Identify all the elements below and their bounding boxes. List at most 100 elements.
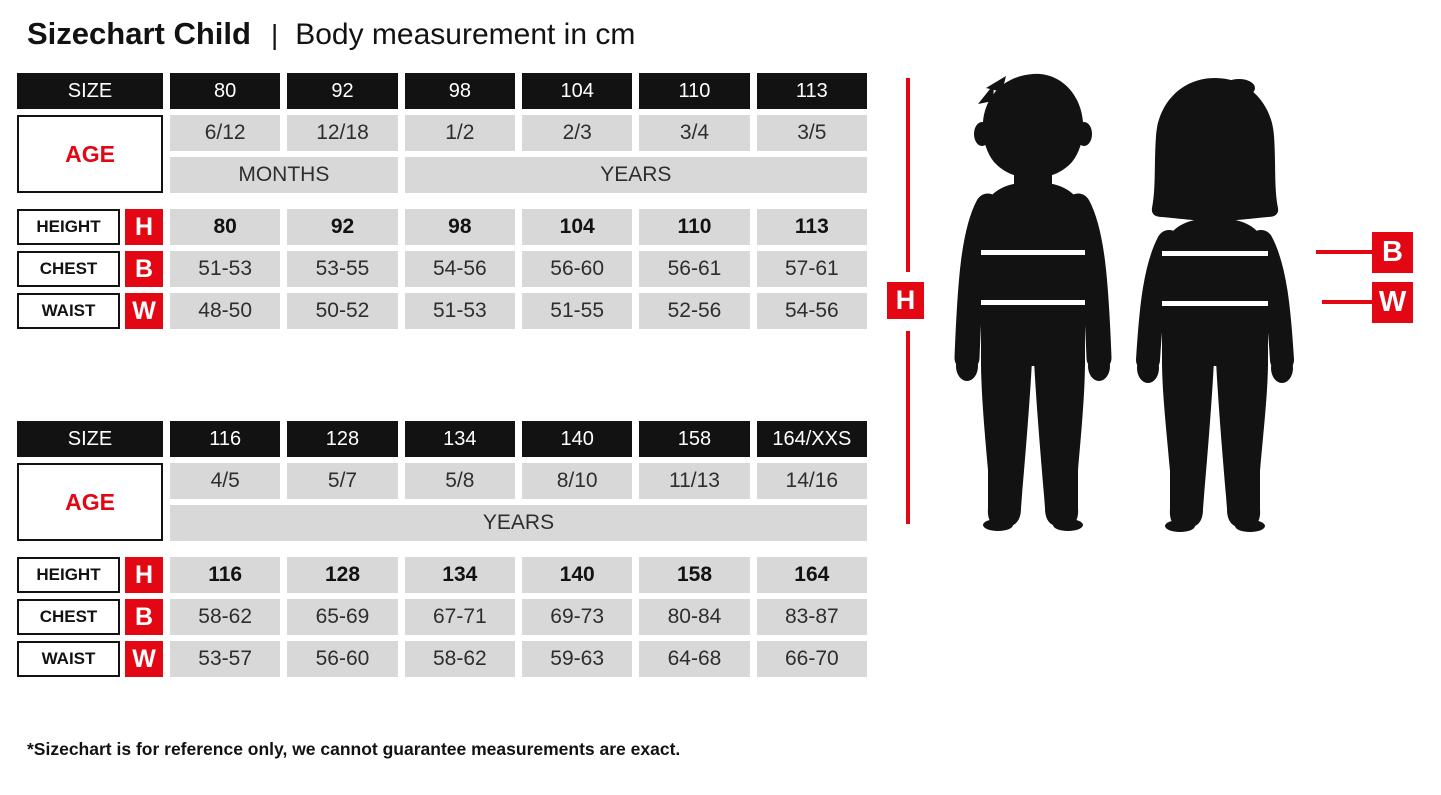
age-cell: 5/7 [287, 463, 398, 499]
size-age-grid-2: SIZE 116 128 134 140 158 164/XXS AGE 4/5… [17, 421, 867, 541]
height-value-cell: 113 [756, 209, 867, 245]
age-cell: 5/8 [404, 463, 515, 499]
size-cell: 116 [170, 421, 281, 457]
waist-label-box: WAIST [17, 641, 120, 677]
waist-pointer-line [1322, 300, 1372, 304]
chest-pointer-line [1316, 250, 1372, 254]
size-cell: 140 [522, 421, 633, 457]
chest-marker-b-icon: B [125, 251, 163, 287]
waist-value-cell: 54-56 [756, 293, 867, 329]
height-marker-h-icon: H [125, 557, 163, 593]
size-cell: 113 [756, 73, 867, 109]
chest-value-cell: 83-87 [756, 599, 867, 635]
chest-value-cell: 67-71 [404, 599, 515, 635]
age-cell: 14/16 [756, 463, 867, 499]
chest-value-cell: 53-55 [287, 251, 398, 287]
chest-value-cell: 58-62 [170, 599, 281, 635]
size-cell: 158 [639, 421, 750, 457]
age-cell: 3/5 [756, 115, 867, 151]
title-subtitle: Body measurement in cm [295, 18, 636, 51]
unit-years-cell: YEARS [170, 505, 867, 541]
size-age-grid-1: SIZE 80 92 98 104 110 113 AGE 6/12 12/18… [17, 73, 867, 193]
chest-marker-b-icon: B [125, 599, 163, 635]
disclaimer-footnote: *Sizechart is for reference only, we can… [27, 739, 681, 759]
age-cell: 2/3 [522, 115, 633, 151]
chest-row-label: CHEST B [17, 251, 163, 287]
waist-label-box: WAIST [17, 293, 120, 329]
size-cell: 134 [404, 421, 515, 457]
chest-row-label: CHEST B [17, 599, 163, 635]
age-cell: 12/18 [287, 115, 398, 151]
height-value-cell: 104 [522, 209, 633, 245]
height-value-cell: 128 [287, 557, 398, 593]
title-main: Sizechart Child [27, 16, 251, 51]
chest-value-cell: 56-60 [522, 251, 633, 287]
size-cell: 128 [287, 421, 398, 457]
height-row-label: HEIGHT H [17, 557, 163, 593]
title-separator: | [270, 19, 279, 50]
height-value-cell: 92 [287, 209, 398, 245]
size-cell: 110 [639, 73, 750, 109]
waist-row-label: WAIST W [17, 641, 163, 677]
height-value-cell: 158 [639, 557, 750, 593]
age-cell: 8/10 [522, 463, 633, 499]
chest-value-cell: 56-61 [639, 251, 750, 287]
height-label-box: HEIGHT [17, 557, 120, 593]
height-measure-line-bottom [906, 331, 910, 524]
page-title: Sizechart Child | Body measurement in cm [27, 16, 635, 52]
waist-value-cell: 58-62 [404, 641, 515, 677]
height-marker-h-icon: H [125, 209, 163, 245]
size-cell: 92 [287, 73, 398, 109]
age-cell: 4/5 [170, 463, 281, 499]
size-header-label: SIZE [17, 421, 163, 457]
waist-value-cell: 51-53 [404, 293, 515, 329]
waist-value-cell: 56-60 [287, 641, 398, 677]
waist-marker-w-icon: W [125, 641, 163, 677]
unit-years-cell: YEARS [404, 157, 867, 193]
waist-value-cell: 50-52 [287, 293, 398, 329]
height-value-cell: 134 [404, 557, 515, 593]
waist-value-cell: 53-57 [170, 641, 281, 677]
size-cell: 164/XXS [756, 421, 867, 457]
height-value-cell: 140 [522, 557, 633, 593]
age-cell: 11/13 [639, 463, 750, 499]
waist-value-cell: 48-50 [170, 293, 281, 329]
height-value-cell: 98 [404, 209, 515, 245]
age-cell: 6/12 [170, 115, 281, 151]
girl-silhouette-icon [1136, 78, 1294, 532]
waist-value-cell: 64-68 [639, 641, 750, 677]
height-value-cell: 164 [756, 557, 867, 593]
boy-silhouette-icon [954, 73, 1112, 531]
measurement-grid-2: HEIGHT H 116 128 134 140 158 164 CHEST B… [17, 557, 867, 677]
sizechart-table-2: SIZE 116 128 134 140 158 164/XXS AGE 4/5… [17, 421, 867, 677]
measurement-grid-1: HEIGHT H 80 92 98 104 110 113 CHEST B 51… [17, 209, 867, 329]
height-value-cell: 80 [170, 209, 281, 245]
age-header-label: AGE [17, 115, 163, 193]
chest-value-cell: 80-84 [639, 599, 750, 635]
height-value-cell: 116 [170, 557, 281, 593]
chest-label-box: CHEST [17, 599, 120, 635]
chest-label-box: CHEST [17, 251, 120, 287]
waist-row-label: WAIST W [17, 293, 163, 329]
waist-marker-w-icon: W [125, 293, 163, 329]
chest-value-cell: 65-69 [287, 599, 398, 635]
chest-value-cell: 51-53 [170, 251, 281, 287]
height-label-box: HEIGHT [17, 209, 120, 245]
size-header-label: SIZE [17, 73, 163, 109]
age-header-label: AGE [17, 463, 163, 541]
age-cell: 3/4 [639, 115, 750, 151]
size-cell: 98 [404, 73, 515, 109]
waist-value-cell: 51-55 [522, 293, 633, 329]
height-row-label: HEIGHT H [17, 209, 163, 245]
waist-value-cell: 66-70 [756, 641, 867, 677]
waist-badge-icon: W [1372, 282, 1413, 323]
height-value-cell: 110 [639, 209, 750, 245]
waist-value-cell: 52-56 [639, 293, 750, 329]
chest-value-cell: 54-56 [404, 251, 515, 287]
waist-value-cell: 59-63 [522, 641, 633, 677]
unit-months-cell: MONTHS [170, 157, 398, 193]
size-cell: 104 [522, 73, 633, 109]
height-badge-icon: H [887, 282, 924, 319]
size-cell: 80 [170, 73, 281, 109]
chest-value-cell: 69-73 [522, 599, 633, 635]
